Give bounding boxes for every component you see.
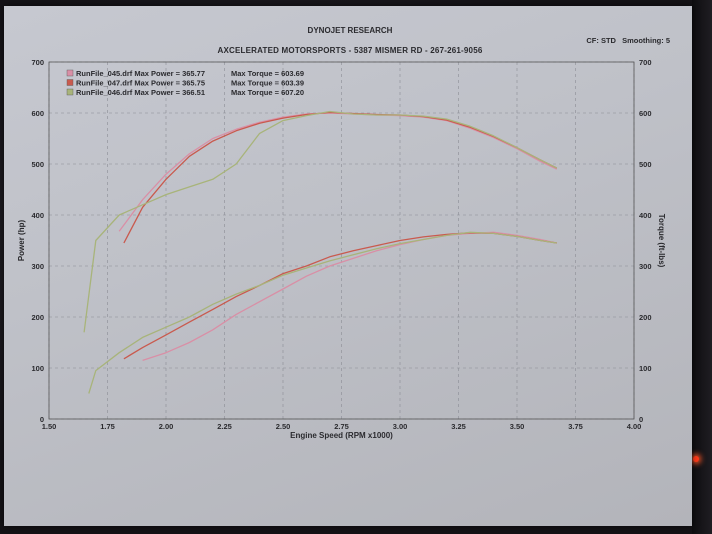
cf-label: CF: STD [586,36,616,45]
legend-swatch [66,79,74,86]
y2-tick-label: 100 [639,364,652,373]
legend-torque-label: Max Torque = 603.69 [231,69,304,78]
legend: RunFile_045.drf Max Power = 365.77 Max To… [66,69,304,97]
legend-power-label: RunFile_045.drf Max Power = 365.77 [76,69,205,78]
series-lines [83,110,558,394]
legend-swatch [66,69,74,77]
x-tick-label: 3.50 [510,422,525,431]
x-tick-label: 4.00 [627,422,642,431]
y2-tick-label: 700 [639,58,652,67]
y2-tick-label: 0 [639,415,643,424]
y-axis-label: Power (hp) [17,220,26,262]
header-company: DYNOJET RESEARCH [307,26,393,35]
y-tick-label: 700 [31,58,44,67]
x-tick-label: 3.00 [393,422,408,431]
x-axis-label: Engine Speed (RPM x1000) [290,431,393,440]
header-settings: CF: STD Smoothing: 5 [560,36,670,45]
smoothing-label: Smoothing: 5 [622,36,670,45]
power-led [693,456,699,462]
x-tick-label: 1.50 [42,422,57,431]
y-tick-label: 200 [31,313,44,322]
y2-axis-label: Torque (ft-lbs) [657,214,666,268]
legend-power-label: RunFile_047.drf Max Power = 365.75 [76,79,205,88]
y-tick-label: 500 [31,160,44,169]
y2-axis-ticks: 0 100 200 300 400 500 600 700 [639,58,652,424]
y-tick-label: 400 [31,211,44,220]
legend-torque-label: Max Torque = 607.20 [231,88,304,97]
x-tick-label: 2.50 [276,422,291,431]
y2-tick-label: 400 [639,211,652,220]
series-line-power-runfile-045-drf [142,231,557,362]
monitor-edge [692,0,712,534]
series-line-power-runfile-047-drf [123,232,557,360]
series-line-torque-runfile-047-drf [123,111,558,244]
y-tick-label: 0 [40,415,44,424]
legend-swatch [66,88,74,96]
x-tick-label: 3.75 [568,422,583,431]
y-tick-label: 600 [31,109,44,118]
plot-frame [48,61,635,420]
header-shop: AXCELERATED MOTORSPORTS - 5387 MISMER RD… [217,46,483,55]
series-line-power-runfile-046-drf [88,231,557,394]
y-axis-ticks: 0 100 200 300 400 500 600 700 [31,58,44,424]
x-tick-label: 3.25 [451,422,466,431]
y2-tick-label: 600 [639,109,652,118]
y2-tick-label: 500 [639,160,652,169]
y-tick-label: 300 [31,262,44,271]
x-tick-label: 2.00 [159,422,174,431]
x-tick-label: 1.75 [100,422,115,431]
y-tick-label: 100 [31,364,44,373]
y2-tick-label: 300 [639,262,652,271]
legend-torque-label: Max Torque = 603.39 [231,79,304,88]
y2-tick-label: 200 [639,313,652,322]
x-tick-label: 2.75 [334,422,349,431]
x-tick-label: 2.25 [217,422,232,431]
x-axis-ticks: 1.50 1.75 2.00 2.25 2.50 2.75 3.00 3.25 3.50 3.75… [42,422,642,431]
series-line-torque-runfile-045-drf [118,112,558,232]
series-line-torque-runfile-046-drf [83,110,558,333]
legend-power-label: RunFile_046.drf Max Power = 366.51 [76,88,205,97]
